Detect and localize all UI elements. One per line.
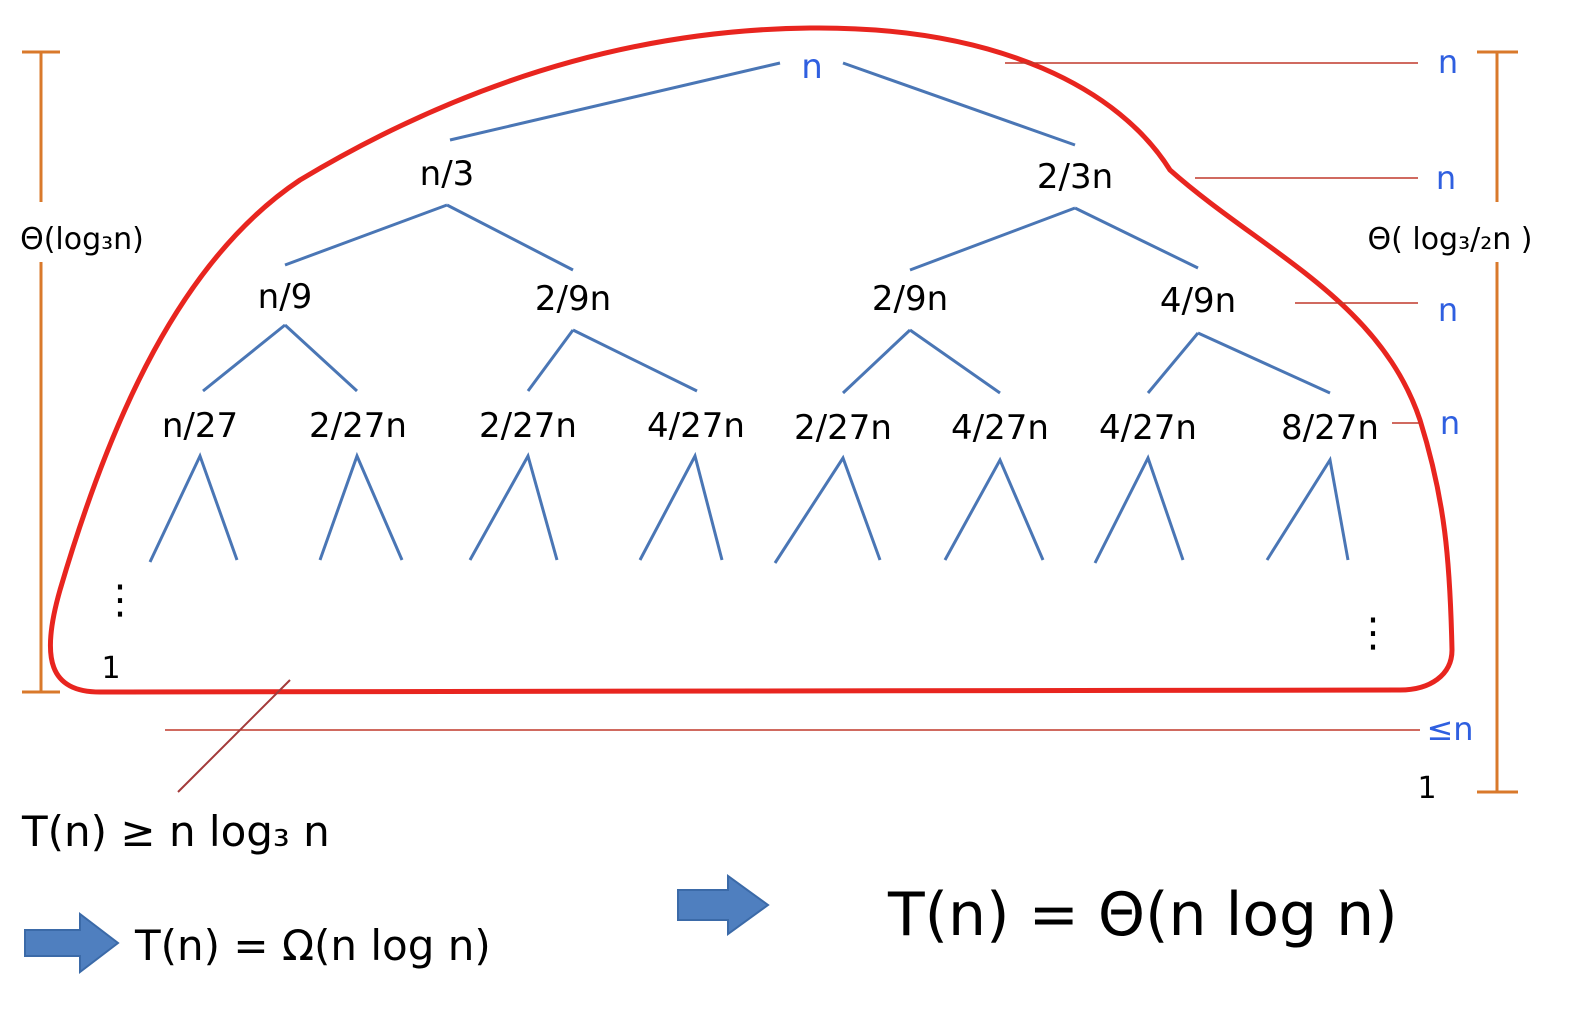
tree-node: 4/27n [951,408,1049,448]
tree-node: 2/9n [872,279,948,319]
edge [842,61,1076,147]
left-leaf-one: 1 [101,651,120,686]
tree-node: 2/27n [479,406,577,446]
level-cost: n [1438,43,1458,81]
level-cost: n [1440,404,1460,442]
edge [283,323,359,393]
subtree-wedge [1265,455,1350,561]
edge [572,328,698,393]
edge [449,61,781,142]
right-ellipsis: ⋮ [1353,610,1393,656]
subtree-wedge [773,454,882,564]
tree-node: n/3 [420,154,475,194]
left-height-label: Θ(log₃n) [20,222,144,257]
level-cost: ≤n [1426,710,1473,748]
edge [1146,332,1200,394]
lower-bound-formula: T(n) ≥ n log₃ n [21,807,330,856]
theta-result: T(n) = Θ(n log n) [887,880,1398,950]
subtree-wedge [468,452,559,561]
tree-node: 2/27n [309,406,407,446]
omega-arrow [24,911,120,975]
tree-outline [47,25,1455,695]
right-bottom-one: 1 [1417,771,1436,806]
tree-node: 4/9n [1160,281,1236,321]
tree-node: 4/27n [647,406,745,446]
level-cost: n [1436,159,1456,197]
tree-edges [148,61,1350,564]
edge [284,203,448,267]
subtree-wedge [638,451,724,561]
subtree-wedge [318,451,404,561]
left-ellipsis: ⋮ [100,577,140,623]
theta-arrow [677,874,770,936]
edge [1074,206,1199,270]
edge [526,329,575,392]
subtree-wedge [148,452,239,563]
edge [841,328,912,395]
edge [1197,331,1331,395]
tree-node: 8/27n [1281,408,1379,448]
edge [446,203,574,272]
tree-nodes: n n/3 2/3n n/9 2/9n 2/9n 4/9n n/27 2/27n… [162,47,1379,448]
level-guides [165,62,1420,793]
subtree-wedge [943,456,1045,561]
edge [202,323,286,393]
omega-result: T(n) = Ω(n log n) [134,921,491,970]
height-brackets [22,50,1518,794]
tree-node: n/9 [258,277,313,317]
tree-node: n [801,47,823,87]
tree-node: 2/27n [794,408,892,448]
pointer-line [177,679,291,793]
right-height-label: Θ( log₃/₂n ) [1368,222,1533,257]
tree-node: 4/27n [1099,408,1197,448]
edge [909,328,1001,395]
tree-node: n/27 [162,406,238,446]
tree-node: 2/3n [1037,157,1113,197]
tree-node: 2/9n [535,279,611,319]
subtree-wedge [1093,454,1185,564]
level-cost: n [1438,291,1458,329]
level-costs: n n n n ≤n [1426,43,1473,748]
edge [909,206,1076,272]
